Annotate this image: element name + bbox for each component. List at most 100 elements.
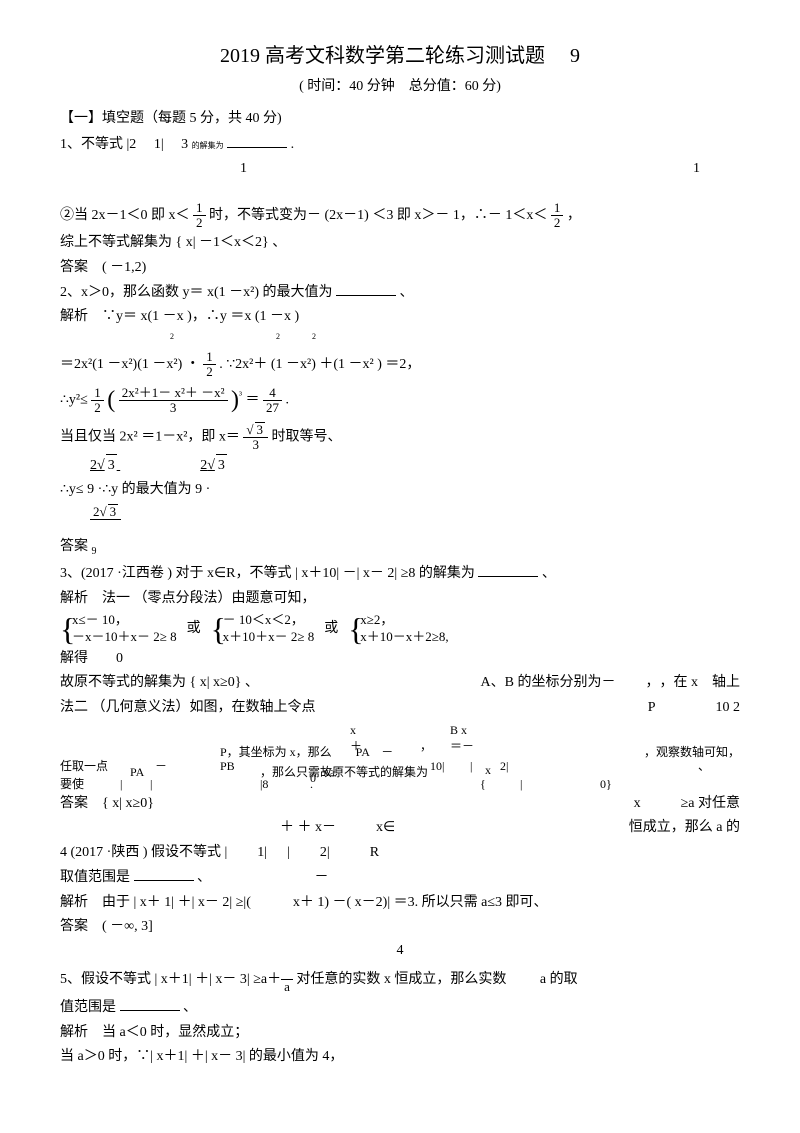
blank	[478, 562, 538, 577]
q1-line: 1、不等式 |2 1| 3 的解集为 .	[60, 133, 740, 156]
eq: ＝	[246, 393, 260, 408]
q4-b: 1|	[257, 842, 267, 864]
q2-eq1: ＝2x²(1 －x²)(1 －x²) ・ 1 2 . ∵2x²＋ (1 －x²)…	[60, 350, 740, 380]
ext-a: x	[634, 793, 641, 815]
any: 任取一点	[60, 757, 108, 776]
q2-eq4-e: ·	[206, 482, 211, 497]
q1-b: 1|	[154, 137, 164, 152]
sqrt: 3	[106, 454, 117, 477]
q5-4-num: 4	[397, 943, 404, 958]
b1l1: x≤－ 10，	[72, 612, 177, 629]
q3-braces: x≤－ 10， －x－10＋x－ 2≥ 8 或 － 10＜x＜2， x＋10＋x…	[60, 612, 740, 646]
frac: 2√3	[90, 504, 121, 535]
comma: ，	[420, 737, 432, 756]
q3-p: P	[648, 697, 656, 719]
q2-ans: 答案	[60, 539, 92, 554]
q3-ans: 答案 { x| x≥0}	[60, 793, 154, 815]
q2-eq4-c: ·∴y 的最大值为	[98, 482, 192, 497]
frac: 4 27	[263, 386, 282, 416]
den	[90, 520, 121, 534]
q3-102: 10 2	[716, 697, 741, 719]
dun: 、	[698, 757, 710, 776]
q1-dot: .	[291, 137, 295, 152]
pa: PA	[130, 763, 144, 782]
q5-a: 5、假设不等式 | x＋1| ＋| x－ 3| ≥a＋	[60, 972, 281, 987]
q4-ans: 答案 ( －∞, 3]	[60, 916, 740, 938]
q4-e: R	[370, 842, 379, 864]
d: a	[281, 980, 293, 994]
q1-a: 1、不等式 |2	[60, 137, 136, 152]
rparen: )	[231, 387, 239, 413]
q5-line2: 值范围是 、	[60, 996, 740, 1019]
blank	[134, 866, 194, 881]
q5-sol2: 当 a＞0 时，∵| x＋1| ＋| x－ 3| 的最小值为 4，	[60, 1046, 740, 1068]
subtitle: ( 时间：40 分钟 总分值：60 分)	[60, 76, 740, 98]
frac-half-2: 1 2	[551, 201, 564, 231]
or-2: 或	[324, 618, 338, 640]
tiny4: 故原不等式的解集为	[320, 763, 428, 782]
q1-small: 的解集为	[192, 141, 224, 150]
q2-row: 2√3 2√3	[90, 454, 740, 477]
num: 2√3	[90, 504, 121, 520]
frac-n: 4	[263, 386, 282, 401]
ext-e: 恒成立，那么 a 的	[629, 817, 740, 839]
q3-ab2: ，	[646, 672, 660, 694]
q2-eq4: ∴y≤ 9 ·∴y 的最大值为 9 ·	[60, 479, 740, 501]
or-1: 或	[187, 618, 201, 640]
q2-sol: 解析 ∵y＝ x(1 －x )，∴y ＝x (1 －x )	[60, 306, 740, 328]
q3-b: 、	[542, 566, 556, 581]
q1-case2-b: 时，不等式变为－ (2x－1) ＜3 即 x＞－ 1，∴－ 1＜x＜	[209, 208, 547, 223]
lparen: (	[107, 387, 115, 413]
sqrt-val: 3	[255, 422, 266, 437]
q1-case2: ②当 2x－1＜0 即 x＜ 1 2 时，不等式变为－ (2x－1) ＜3 即 …	[60, 201, 740, 231]
q2-a: 2、x＞0，那么函数 y＝ x(1 －x²) 的最大值为	[60, 285, 333, 300]
section-1-heading: 【一】填空题（每题 5 分，共 40 分)	[60, 108, 740, 130]
q2-sub-2c: 2	[312, 332, 316, 341]
q1-case2-c: ，	[567, 208, 581, 223]
frac-sqrt: √3 3	[243, 422, 268, 453]
tiny2: ，观察数轴可知，	[644, 743, 740, 762]
lh: 0}	[600, 775, 612, 794]
lb: |	[120, 775, 122, 794]
eqneg: ＝－	[450, 737, 474, 756]
frac-n: 1	[193, 201, 206, 216]
q3-m2: 法二 （几何意义法）如图，在数轴上令点 P 10 2	[60, 697, 740, 719]
blank	[227, 133, 287, 148]
lf: {	[480, 775, 486, 794]
q3-ans-row: 答案 { x| x≥0} x ≥a 对任意	[60, 793, 740, 815]
lg: |	[520, 775, 522, 794]
brace-1: x≤－ 10， －x－10＋x－ 2≥ 8	[60, 612, 177, 646]
b1l2: －x－10＋x－ 2≥ 8	[72, 629, 177, 646]
frac-n: 1	[203, 350, 216, 365]
title-main: 2019 高考文科数学第二轮练习测试题	[220, 45, 545, 67]
frac-n: 1	[91, 386, 104, 401]
q2-eq1-b: . ∵2x²＋ (1 －x²) ＋(1 －x² ) ＝2，	[219, 357, 420, 372]
blank	[336, 281, 396, 296]
frac-d: 2	[193, 216, 206, 230]
q4-a: 4 (2017 ·陕西 ) 假设不等式 |	[60, 842, 227, 864]
q2-eq4-a: ∴y≤	[60, 482, 84, 497]
q3-conc: 故原不等式的解集为 { x| x≥0} 、	[60, 672, 259, 694]
q3-ab3: ，在 x 轴上	[660, 672, 741, 694]
ld: |8	[260, 775, 268, 794]
q4-line: 4 (2017 ·陕西 ) 假设不等式 | 1| | 2| R	[60, 842, 740, 864]
u2: 2√3	[200, 458, 227, 473]
frac-n: 2x²＋1－ x²＋ －x²	[119, 386, 228, 401]
minus: －	[155, 757, 167, 776]
q1-case2-a: ②当 2x－1＜0 即 x＜	[60, 208, 190, 223]
q5-b: 对任意的实数 x 恒成立，那么实数	[296, 972, 506, 987]
q2-ans-n: 9	[92, 546, 97, 557]
b3l1: x≥2，	[360, 612, 448, 629]
row1a: 1	[240, 158, 247, 180]
q2-sol-a: 解析 ∵y＝ x(1 －x )，∴y ＝x (1 －x )	[60, 309, 299, 324]
q2-eq3-b: 时取等号、	[272, 429, 342, 444]
q2-eq2: ∴y²≤ 1 2 ( 2x²＋1－ x²＋ －x² 3 )³ ＝ 4 27 .	[60, 381, 740, 419]
q4-minus: －	[315, 870, 329, 885]
q2-eq4-b: 9	[87, 482, 94, 497]
frac: 1 2	[91, 386, 104, 416]
q3-ext-row: ＋ ＋ x－ x∈ 恒成立，那么 a 的	[60, 817, 740, 839]
frac-d: 3	[119, 401, 228, 415]
q2-b: 、	[400, 285, 414, 300]
q4-sol: 解析 由于 | x＋ 1| ＋| x－ 2| ≥|( x＋ 1) －( x－2)…	[60, 892, 740, 914]
frac: 1 2	[203, 350, 216, 380]
